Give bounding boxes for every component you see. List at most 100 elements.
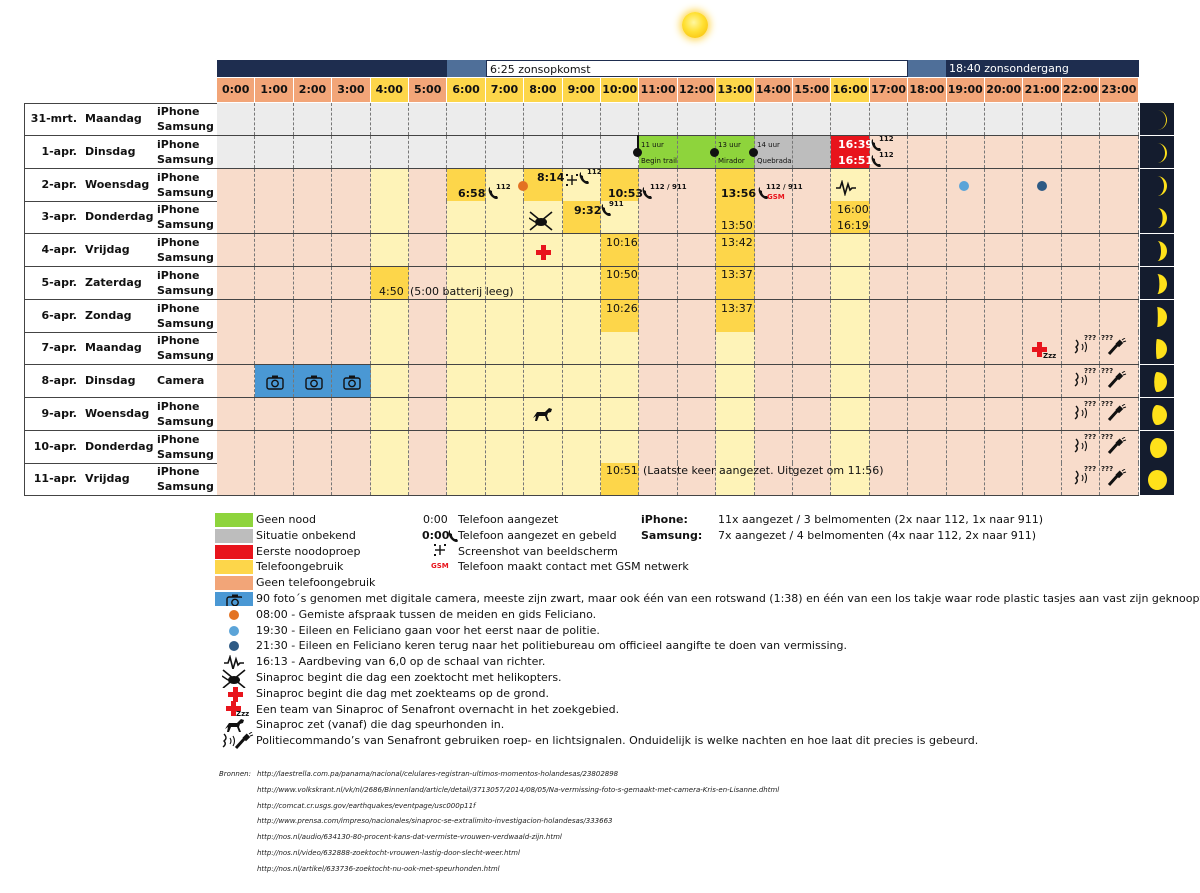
legend-item: Sinaproc zet (vanaf) die dag speurhonden… [256,718,505,732]
source-link[interactable]: http://laestrella.com.pa/panama/nacional… [257,770,619,778]
hour-cell [870,430,909,463]
hour-cell [563,168,601,201]
device-label: iPhone [157,334,200,348]
hour-cell [1023,266,1062,299]
source-link[interactable]: http://nos.nl/artikel/633736-zoektocht-n… [257,864,500,873]
hour-cell [332,365,371,397]
time-1356: 13:56 [721,187,757,200]
hour-cell [985,397,1024,430]
hour-cell [985,234,1024,266]
row-date: 7-apr. [41,341,77,355]
moon-phase-icon [1140,299,1174,332]
hour-cell [409,365,448,397]
source-link[interactable]: http://nos.nl/video/632888-zoektocht-vro… [257,849,520,857]
hour-cell [447,266,486,299]
sun-timeline-bar: 6:25 zonsopkomst 18:40 zonsondergang [217,60,1139,77]
hour-cell [793,332,832,365]
day-row: 4-apr. Vrijdag iPhone Samsung [25,234,1139,267]
hour-cell [409,135,448,168]
device-label: Samsung [157,316,214,330]
moon-icon [1157,208,1167,229]
hour-cell [1023,463,1062,496]
battery-note: (5:00 batterij leeg) [410,285,514,298]
hour-cell [985,430,1024,463]
hour-cell [524,103,563,135]
row-date: 11-apr. [33,472,77,486]
source-link[interactable]: http://nos.nl/audio/634130-80-procent-ka… [257,833,562,842]
hour-cell [447,135,486,168]
hour-cell [1100,168,1139,201]
hour-cell [908,103,947,135]
time-block [716,463,755,496]
time-block [831,299,870,332]
hour-cell [371,332,409,365]
time-1600: 16:00 [837,203,869,216]
hour-cell [1100,201,1139,234]
hour-cell [831,430,870,463]
row-date: 10-apr. [33,439,77,453]
hour-cell [601,332,640,365]
hour-cell [793,201,832,234]
hour-cell [601,365,640,397]
row-date: 1-apr. [41,144,77,158]
unknown-time: ??? [1101,367,1114,375]
hour-cell [1023,103,1062,135]
hour-cell [447,201,486,234]
source-link[interactable]: http://www.volkskrant.nl/vk/nl/2686/Binn… [257,785,780,794]
hour-cell [639,135,678,168]
legend-iphone-key: iPhone: [641,513,688,526]
time-block [601,365,640,397]
hour-cell [524,463,563,496]
hour-cell [447,332,486,365]
time-block [447,332,486,365]
hour-cell [217,135,256,168]
hour-cell [294,135,333,168]
hour-label: 20:00 [985,78,1024,102]
legend-time-bold-label: Telefoon aangezet en gebeld [458,528,617,542]
hour-cell [332,332,371,365]
hour-cell [947,135,985,168]
row-day: Dinsdag [85,374,136,387]
device-label: Samsung [157,185,214,199]
hour-cell [639,103,678,135]
source-link[interactable]: http://www.prensa.com/impreso/nacionales… [257,817,613,826]
hour-cell [870,266,909,299]
row-date: 6-apr. [41,308,77,322]
time-1053: 10:53 [608,187,644,200]
call-number: 112 / 911 [650,183,687,191]
hour-cell [755,201,793,234]
hour-cell [524,299,563,332]
time-block [524,266,563,299]
hour-cell [947,397,985,430]
hour-label: 10:00 [601,78,640,102]
hour-cell [217,299,256,332]
legend-gsm: GSM [431,562,449,570]
hour-cell [524,397,563,430]
time-block [370,168,409,201]
moon-icon [1148,470,1167,491]
legend-samsung-val: 7x aangezet / 4 belmomenten (4x naar 112… [718,528,1037,542]
hour-cell [563,332,601,365]
hour-cell [563,103,601,135]
hour-label: 9:00 [562,78,601,102]
hour-cells [217,365,1139,397]
hour-cell [563,201,601,234]
time-block [716,299,755,332]
hour-cell [755,430,793,463]
hour-cell [793,266,832,299]
dot-darkblue [1037,181,1047,191]
hour-label: 11:00 [639,78,678,102]
unknown-time: ??? [1101,399,1114,408]
hour-cell [409,234,448,266]
source-link[interactable]: http://comcat.cr.usgs.gov/earthquakes/ev… [257,801,476,810]
time-block [562,463,601,496]
moon-phase-icon [1140,234,1174,266]
hour-cell [1062,463,1101,496]
row-date: 5-apr. [41,275,77,289]
hour-cell [447,103,486,135]
hour-label: 3:00 [332,78,371,102]
time-block [524,332,563,365]
hour-cell [486,397,525,430]
time-block [831,397,870,430]
hour-label: 2:00 [293,78,333,102]
